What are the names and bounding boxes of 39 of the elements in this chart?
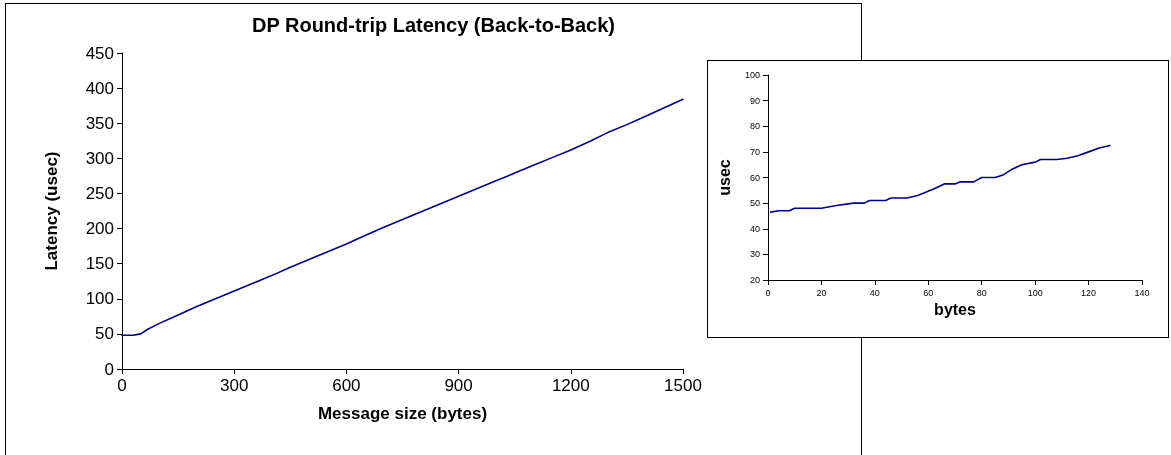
- x-tick-label: 140: [1134, 287, 1150, 298]
- y-tick-label: 80: [749, 121, 760, 132]
- y-tick-label: 30: [749, 249, 760, 260]
- y-tick-label: 400: [85, 78, 114, 98]
- x-axis-title: bytes: [934, 301, 976, 319]
- x-tick-label: 600: [332, 376, 361, 395]
- y-tick-label: 150: [85, 254, 114, 274]
- y-tick-label: 90: [749, 95, 760, 106]
- y-tick-label: 300: [85, 148, 114, 168]
- chart-title: DP Round-trip Latency (Back-to-Back): [251, 14, 616, 36]
- y-axis-title: Latency (usec): [42, 151, 61, 271]
- x-tick-label: 20: [816, 287, 827, 298]
- y-tick-label: 50: [95, 324, 114, 344]
- y-tick-label: 50: [749, 198, 760, 209]
- x-tick-label: 1500: [664, 376, 702, 395]
- x-tick-label: 40: [869, 287, 880, 298]
- y-tick-label: 60: [749, 172, 760, 183]
- x-tick-label: 120: [1081, 287, 1097, 298]
- x-tick-label: 0: [117, 376, 127, 395]
- y-tick-label: 0: [104, 359, 114, 379]
- y-tick-label: 350: [85, 113, 114, 133]
- y-tick-label: 70: [749, 146, 760, 157]
- x-axis-title: Message size (bytes): [317, 404, 488, 423]
- x-tick-label: 0: [765, 287, 771, 298]
- y-tick-label: 200: [85, 219, 114, 239]
- y-tick-label: 40: [749, 223, 760, 234]
- x-tick-label: 300: [220, 376, 249, 395]
- line-series: [769, 144, 1111, 213]
- x-tick-label: 900: [444, 376, 473, 395]
- y-tick-label: 250: [85, 183, 114, 203]
- y-tick-label: 100: [744, 70, 760, 80]
- x-tick-label: 80: [976, 287, 987, 298]
- x-tick-label: 100: [1027, 287, 1043, 298]
- y-tick-label: 450: [85, 43, 114, 63]
- y-tick-label: 20: [749, 275, 760, 285]
- x-tick-label: 1200: [551, 376, 590, 395]
- x-tick-label: 60: [923, 287, 934, 298]
- y-axis-title: usec: [715, 159, 733, 196]
- line-series: [121, 98, 684, 337]
